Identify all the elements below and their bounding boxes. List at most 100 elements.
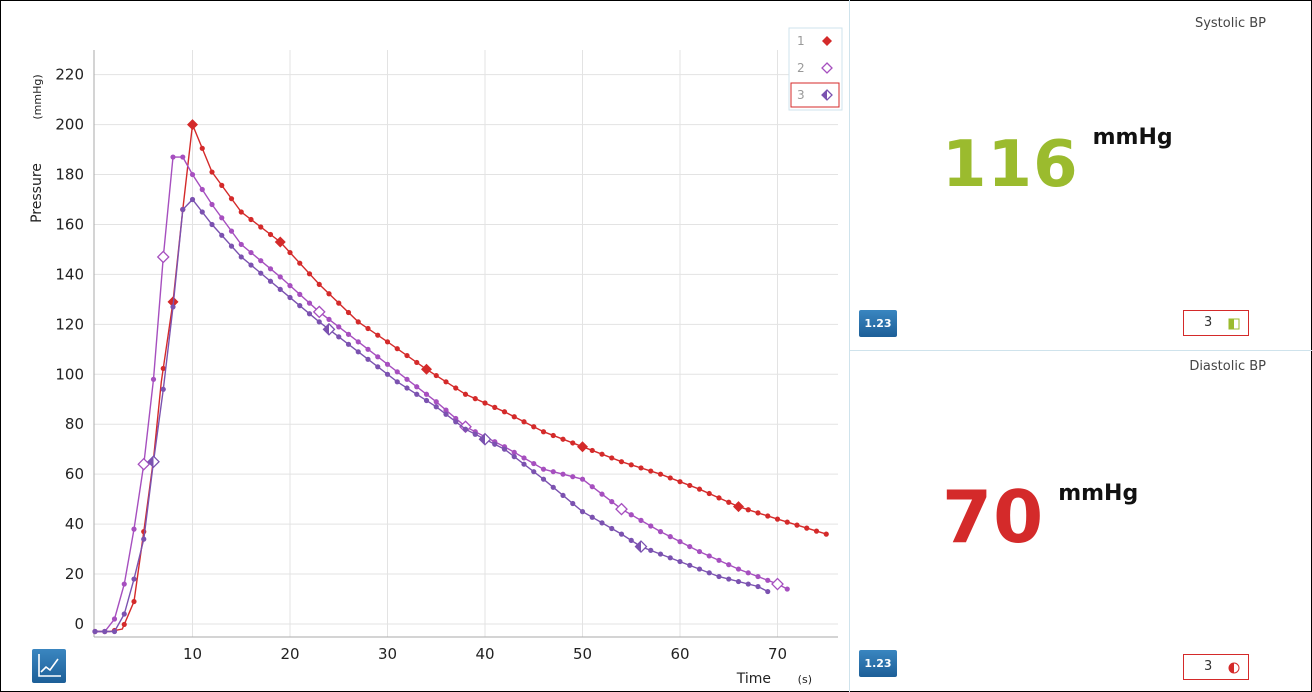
x-tick-label: 40 [475,645,494,663]
data-point [394,369,400,375]
x-tick-label: 20 [280,645,299,663]
x-tick-label: 10 [183,645,202,663]
data-point [287,294,293,301]
data-point [589,484,595,490]
data-point [228,196,235,202]
legend-label-3: 3 [797,88,805,102]
systolic-unit: mmHg [1092,125,1173,150]
pressure-chart[interactable]: 10 20 30 40 50 60 70 0 20 40 60 80 100 120 140 160 180 20… [0,0,849,692]
data-point [267,266,274,272]
y-tick-label: 140 [55,265,84,283]
data-point [628,537,634,543]
legend-marker-half-fill [822,90,827,100]
data-point [433,399,439,405]
key-marker-half [148,456,154,468]
line-graph-icon [38,654,61,677]
data-point [111,616,118,622]
data-point [511,454,517,460]
data-point [443,411,449,417]
data-point [267,278,274,284]
data-point [735,566,742,572]
systolic-run-selector[interactable]: 3 [1183,310,1249,336]
data-point [618,459,625,465]
data-point [579,509,586,515]
data-point [423,397,430,404]
data-point [706,553,712,559]
data-point [706,490,712,497]
data-point [726,499,732,505]
data-point [755,510,761,516]
data-point [638,465,644,471]
data-point [492,441,498,447]
data-point [160,386,166,392]
data-point [472,396,478,402]
series-2-line [95,156,788,633]
y-tick-label: 0 [74,615,84,633]
series-1-line [95,124,827,633]
legend-label-1: 1 [797,34,805,48]
data-point [248,249,254,256]
key-marker-half [323,323,329,335]
data-point [755,573,761,580]
data-point [306,271,313,277]
data-point [521,419,527,425]
data-point [726,562,732,568]
data-point [141,536,147,542]
data-point [492,404,498,410]
data-point [316,319,322,325]
systolic-display-badge[interactable]: 1.23 [859,310,897,337]
chart-axes: 10 20 30 40 50 60 70 0 20 40 60 80 100 120 140 160 180 20… [55,50,838,663]
diastolic-unit: mmHg [1058,481,1139,506]
data-point [336,324,342,330]
data-point [199,186,205,193]
data-point [677,558,683,565]
chart-series [92,119,829,635]
data-point [599,520,605,526]
diastolic-display-badge[interactable]: 1.23 [859,650,897,677]
data-point [765,577,771,583]
data-point [453,419,459,425]
key-marker [615,502,628,516]
data-point [228,243,235,249]
data-point [433,404,439,410]
graph-settings-button[interactable] [32,649,66,683]
data-point [336,334,342,340]
data-point [267,231,274,238]
data-point [189,171,196,178]
data-point [540,466,547,472]
data-point [384,339,391,345]
key-marker-half [479,433,485,445]
data-point [716,557,722,563]
y-tick-label: 100 [55,365,84,383]
data-point [648,547,654,553]
data-point [287,283,293,289]
data-point [716,495,722,501]
diastolic-run-selector[interactable]: 3 [1183,654,1249,680]
data-point [297,260,303,266]
y-tick-label: 20 [65,565,84,583]
data-point [375,354,381,360]
data-point [462,426,469,432]
data-point [384,371,391,377]
data-point [248,216,254,223]
data-point [277,286,283,293]
key-marker [733,501,744,513]
data-point [687,562,693,568]
data-point [638,517,644,523]
data-point [297,303,303,309]
y-tick-label: 40 [65,515,84,533]
x-tick-label: 30 [378,645,397,663]
y-tick-label: 160 [55,215,84,233]
data-point [765,513,771,519]
chart-legend[interactable]: 1 2 3 [788,27,843,111]
data-point [745,507,751,513]
data-point [238,241,244,248]
data-point [677,538,683,545]
data-point [384,361,391,367]
data-point [560,436,566,442]
series-3 [92,196,771,635]
data-point [414,359,420,366]
data-point [209,169,215,175]
diastolic-value: 70 [942,475,1045,559]
data-point [765,588,771,595]
